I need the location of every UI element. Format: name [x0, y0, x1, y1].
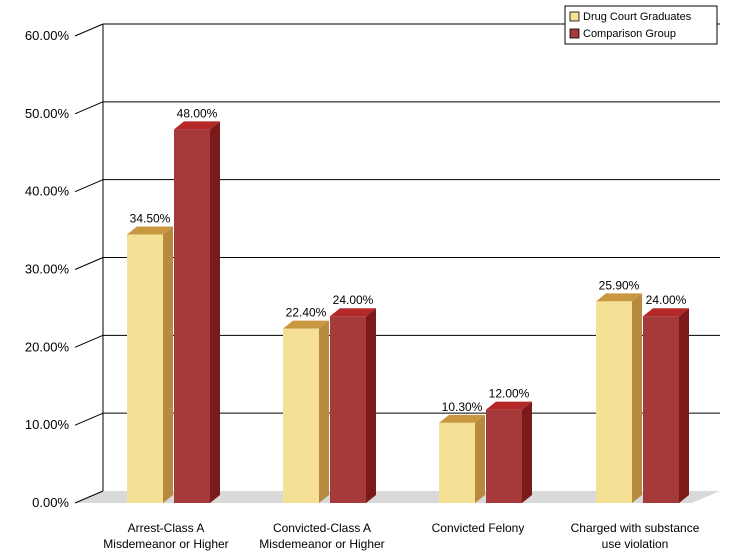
bar-side [679, 308, 689, 503]
bar-top [127, 226, 173, 235]
legend-swatch-comparison-group [569, 28, 580, 39]
bar-side [319, 320, 329, 503]
x-axis-tick-labels: Arrest-Class A Misdemeanor or HigherConvi… [103, 521, 699, 551]
x-tick-label: Charged with substance use violation [571, 521, 700, 551]
data-label: 24.00% [646, 293, 687, 307]
data-label: 48.00% [177, 106, 218, 120]
x-tick-label-line: Convicted-Class A [273, 521, 371, 535]
data-labels: 34.50% 22.40% 10.30% 25.90% 48.00% 24.00% 12.0… [130, 106, 687, 413]
bar-top [174, 121, 220, 130]
bar-face [643, 316, 679, 503]
floor-plane [75, 491, 720, 503]
bar-top [486, 401, 532, 410]
legend-label-drug-court-graduates: Drug Court Graduates [583, 11, 692, 23]
gridline-depth [74, 101, 104, 115]
bars [127, 121, 689, 504]
gridline-depth [74, 257, 104, 270]
gridline-depth [74, 179, 104, 193]
bar-face [439, 422, 475, 503]
legend-label-comparison-group: Comparison Group [583, 28, 676, 40]
data-label: 22.40% [286, 306, 327, 320]
y-tick-label: 60.00% [25, 28, 70, 43]
bar-side [366, 308, 376, 503]
data-label: 25.90% [599, 278, 640, 292]
gridline-depth [74, 334, 104, 348]
bar-face [330, 316, 366, 503]
bar-side [632, 293, 642, 503]
y-tick-label: 0.00% [32, 495, 69, 510]
bar-face [127, 234, 163, 503]
bar-top [643, 308, 689, 317]
bar [596, 293, 642, 503]
x-tick-label-line: Charged with substance [571, 521, 700, 535]
bar [330, 308, 376, 503]
bar [283, 320, 329, 503]
x-tick-label-line: Convicted Felony [432, 521, 525, 535]
bar-side [475, 414, 485, 503]
data-label: 12.00% [489, 387, 530, 401]
x-tick-label: Arrest-Class A Misdemeanor or Higher [103, 521, 228, 551]
data-label: 34.50% [130, 211, 171, 225]
x-tick-label-line: use violation [602, 537, 669, 551]
bar-top [439, 414, 485, 423]
y-tick-label: 10.00% [25, 417, 70, 432]
data-label: 10.30% [442, 400, 483, 414]
data-label: 24.00% [333, 293, 374, 307]
bar-face [486, 409, 522, 503]
bar-face [596, 301, 632, 503]
chart-floor [75, 491, 720, 503]
gridline-depth [74, 490, 104, 504]
bar [439, 414, 485, 503]
x-tick-label: Convicted-Class A Misdemeanor or Higher [259, 521, 384, 551]
y-tick-label: 20.00% [25, 339, 70, 354]
bar-face [283, 328, 319, 503]
legend-swatch-drug-court-graduates [569, 11, 580, 22]
legend: Drug Court Graduates Comparison Group [564, 5, 718, 45]
bar-top [330, 308, 376, 317]
gridline-depth [74, 412, 104, 426]
bar-side [163, 226, 173, 503]
bar-top [283, 320, 329, 329]
x-tick-label-line: Arrest-Class A [128, 521, 205, 535]
bar-side [210, 121, 220, 504]
bar [127, 226, 173, 503]
legend-box [564, 5, 718, 45]
gridline-depth [74, 23, 104, 37]
x-tick-label-line: Misdemeanor or Higher [103, 537, 228, 551]
y-tick-label: 50.00% [25, 106, 70, 121]
x-tick-label-line: Misdemeanor or Higher [259, 537, 384, 551]
x-tick-label: Convicted Felony [432, 521, 525, 535]
y-axis-tick-labels: 0.00% 10.00% 20.00% 30.00% 40.00% 50.00% 60.00… [25, 28, 70, 510]
bar [174, 121, 220, 504]
y-tick-label: 30.00% [25, 262, 70, 277]
bar [643, 308, 689, 503]
bar [486, 401, 532, 503]
y-tick-label: 40.00% [25, 184, 70, 199]
bar-face [174, 129, 210, 503]
bar-top [596, 293, 642, 302]
bar-side [522, 401, 532, 503]
